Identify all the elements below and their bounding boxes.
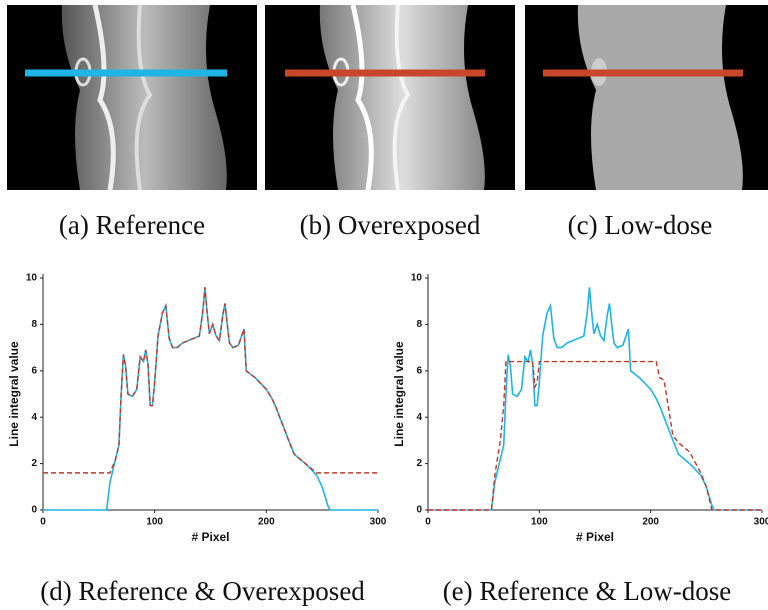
y-axis-label: Line integral value	[392, 341, 406, 447]
x-tick-label: 100	[531, 517, 548, 528]
line-series	[43, 287, 378, 473]
x-tick-label: 200	[642, 517, 659, 528]
line-series	[428, 362, 762, 510]
x-tick-label: 300	[370, 517, 387, 528]
y-tick-label: 6	[31, 365, 37, 376]
xray-low-dose	[525, 5, 768, 190]
x-tick-label: 300	[754, 517, 768, 528]
y-tick-label: 0	[416, 505, 422, 516]
y-tick-label: 2	[416, 458, 422, 469]
y-tick-label: 0	[31, 505, 37, 516]
x-axis-label: # Pixel	[191, 530, 229, 544]
y-tick-label: 10	[26, 273, 38, 284]
x-axis-label: # Pixel	[576, 530, 614, 544]
y-axis-label: Line integral value	[7, 341, 21, 447]
y-tick-label: 4	[416, 412, 422, 423]
x-tick-label: 200	[258, 517, 275, 528]
figure: (a) Reference (b) Overexposed (c) Low-do…	[0, 0, 768, 610]
y-tick-label: 8	[416, 319, 422, 330]
y-tick-label: 8	[31, 319, 37, 330]
x-tick-label: 0	[40, 517, 46, 528]
x-tick-label: 100	[146, 517, 163, 528]
line-series	[428, 287, 762, 510]
caption: (e) Reference & Low-dose	[443, 576, 732, 606]
caption: (a) Reference	[59, 210, 205, 240]
x-tick-label: 0	[425, 517, 431, 528]
y-tick-label: 10	[411, 273, 423, 284]
caption: (b) Overexposed	[300, 210, 481, 240]
caption: (c) Low-dose	[568, 210, 713, 240]
y-tick-label: 4	[31, 412, 37, 423]
xray-overexposed	[265, 5, 515, 190]
y-tick-label: 6	[416, 365, 422, 376]
line-series	[43, 287, 378, 510]
xray-reference	[7, 5, 257, 190]
y-tick-label: 2	[31, 458, 37, 469]
caption: (d) Reference & Overexposed	[40, 576, 365, 606]
